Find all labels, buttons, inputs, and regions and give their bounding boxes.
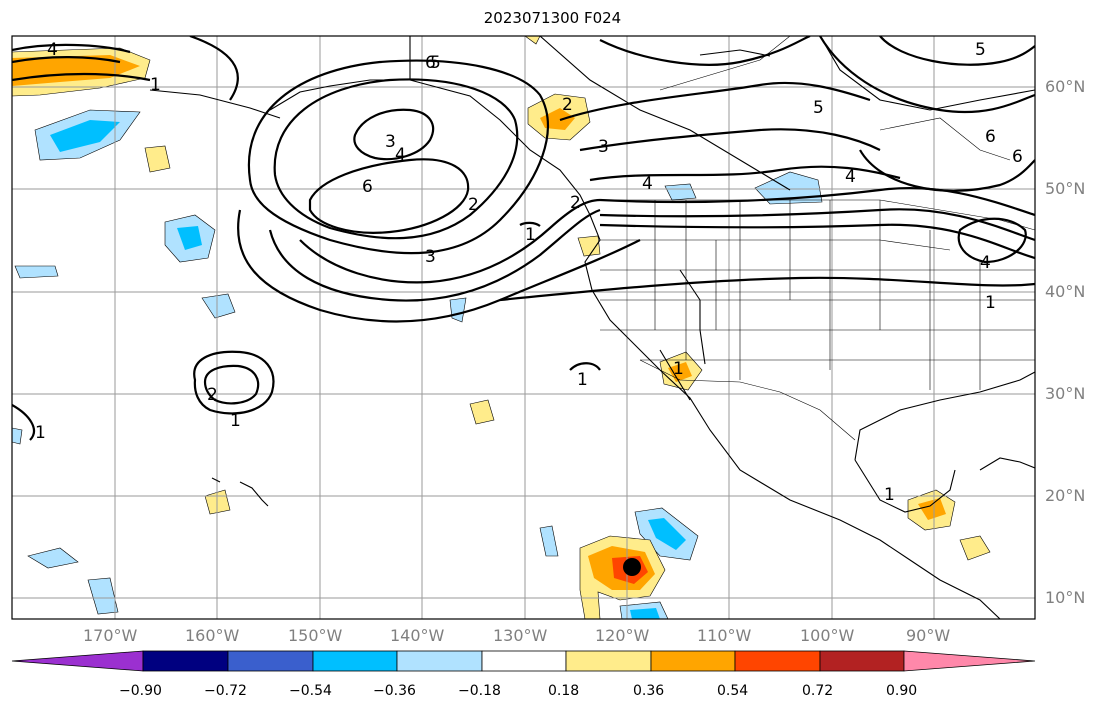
- colorbar-segment: [396, 650, 483, 672]
- contour-label: 4: [395, 145, 406, 165]
- contour-label: 2: [207, 385, 218, 405]
- colorbar-segment: [142, 650, 229, 672]
- positive-anomaly-region: [469, 399, 495, 425]
- negative-anomaly-region: [27, 547, 79, 569]
- longitude-tick-label: 90°W: [906, 626, 951, 645]
- contour-label: 2: [562, 95, 573, 115]
- negative-anomaly-region: [50, 120, 120, 152]
- longitude-tick-label: 110°W: [697, 626, 752, 645]
- colorbar: [11, 650, 1036, 672]
- colorbar-tick-label: −0.54: [289, 683, 332, 699]
- contour-label: 2: [468, 195, 479, 215]
- colorbar-segment: [819, 650, 905, 672]
- colorbar-tick-label: 0.54: [717, 683, 749, 699]
- contour-label: 1: [525, 225, 536, 245]
- colorbar-tick-label: 0.90: [886, 683, 918, 699]
- longitude-tick-label: 130°W: [493, 626, 548, 645]
- positive-anomaly-region: [144, 145, 171, 173]
- map-border: [11, 35, 1036, 620]
- map-title: 2023071300 F024: [483, 9, 622, 27]
- longitude-tick-label: 170°W: [83, 626, 138, 645]
- latitude-tick-label: 10°N: [1045, 588, 1086, 607]
- contour-label: 4: [845, 167, 856, 187]
- map-background: [12, 36, 1035, 619]
- contour-label: 4: [980, 253, 991, 273]
- political-borders: [600, 36, 1035, 441]
- contour-label: 4: [642, 174, 653, 194]
- negative-anomaly-region: [177, 226, 202, 250]
- longitude-tick-label: 140°W: [390, 626, 445, 645]
- positive-anomaly-region: [524, 36, 541, 45]
- negative-anomaly-region: [664, 183, 697, 201]
- negative-anomaly-region: [201, 293, 236, 319]
- latitude-tick-label: 50°N: [1045, 179, 1086, 198]
- contour-label: 5: [813, 98, 824, 118]
- contour-label: 1: [985, 293, 996, 313]
- contour-label-group: 4 6 5 2 3 4 6 2 3 1 2 3 4 5 6 5 6 4 1 4 …: [35, 40, 1023, 505]
- colorbar-tick-label: 0.36: [633, 683, 665, 699]
- latitude-tick-label: 60°N: [1045, 77, 1086, 96]
- contour-label: 1: [35, 423, 46, 443]
- colorbar-tick-label: 0.72: [802, 683, 834, 699]
- contour-label: 6: [362, 177, 373, 197]
- coastlines: [149, 36, 1035, 619]
- colorbar-segment: [11, 650, 144, 672]
- contour-label: 2: [570, 193, 581, 213]
- contour-label: 6: [425, 53, 436, 73]
- positive-anomaly-region: [12, 55, 140, 86]
- contour-label: 5: [975, 40, 986, 60]
- longitude-tick-label: 150°W: [288, 626, 343, 645]
- negative-anomaly-region: [14, 265, 59, 279]
- colorbar-segment: [565, 650, 652, 672]
- colorbar-segment: [481, 650, 567, 672]
- positive-anomaly-region: [959, 535, 991, 561]
- colorbar-segment: [227, 650, 314, 672]
- negative-anomaly-region: [630, 608, 660, 619]
- contour-label: 1: [230, 411, 241, 431]
- contour-label: 3: [425, 247, 436, 267]
- colorbar-tick-label: −0.18: [458, 683, 501, 699]
- contour-label: 3: [385, 132, 396, 152]
- colorbar-tick-label: −0.90: [119, 683, 162, 699]
- contour-label: 1: [150, 75, 161, 95]
- contour-label: 6: [985, 127, 996, 147]
- colorbar-tick-label: −0.36: [373, 683, 416, 699]
- positive-anomaly-region: [577, 235, 601, 257]
- longitude-tick-label: 160°W: [185, 626, 240, 645]
- colorbar-tick-label: 0.18: [548, 683, 580, 699]
- colorbar-tick-label: −0.72: [204, 683, 247, 699]
- colorbar-segment: [312, 650, 398, 672]
- negative-anomaly-region: [754, 171, 823, 205]
- contour-label: 1: [884, 485, 895, 505]
- negative-anomaly-region: [648, 518, 686, 550]
- latitude-tick-label: 20°N: [1045, 486, 1086, 505]
- latitude-tick-label: 30°N: [1045, 384, 1086, 403]
- negative-anomaly-region: [12, 427, 23, 445]
- colorbar-segment: [903, 650, 1036, 672]
- longitude-tick-label: 100°W: [800, 626, 855, 645]
- longitude-tick-label: 120°W: [595, 626, 650, 645]
- contour-lines: [12, 36, 1035, 441]
- storm-center-marker: [623, 558, 641, 576]
- latitude-tick-label: 40°N: [1045, 282, 1086, 301]
- contour-label: 1: [673, 359, 684, 379]
- negative-anomaly-region: [87, 577, 119, 615]
- colorbar-segment: [650, 650, 736, 672]
- contour-label: 1: [577, 370, 588, 390]
- contour-label: 3: [598, 137, 609, 157]
- contour-label: 4: [47, 40, 58, 60]
- contour-label: 5: [430, 53, 441, 73]
- positive-anomaly-region: [918, 498, 946, 520]
- negative-anomaly-region: [539, 525, 559, 557]
- contour-label: 6: [1012, 147, 1023, 167]
- colorbar-segment: [734, 650, 821, 672]
